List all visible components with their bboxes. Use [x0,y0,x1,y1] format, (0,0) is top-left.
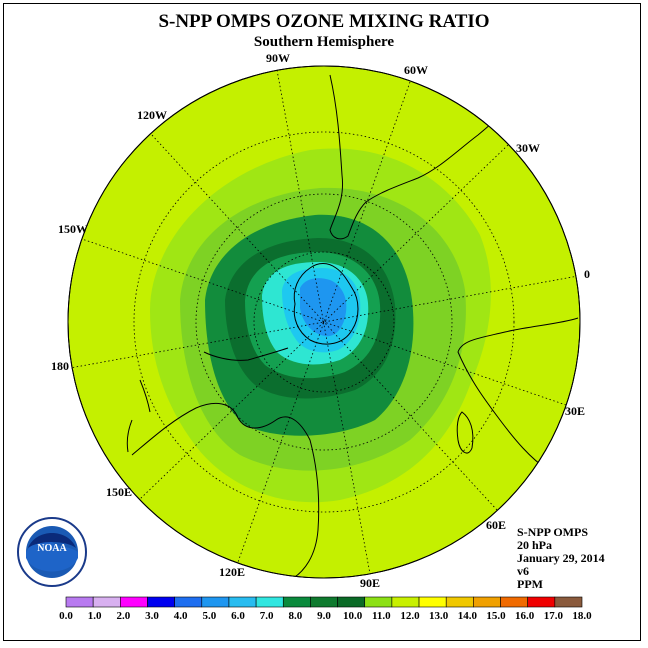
colorbar-swatch [554,596,583,608]
lon-label-150w: 150W [58,222,88,236]
info-level: 20 hPa [517,538,552,552]
lon-label-60e: 60E [486,518,506,532]
colorbar-tick-label: 10.0 [343,610,363,622]
lon-label-0: 0 [584,267,590,281]
colorbar-swatch [174,596,203,608]
colorbar-swatch [418,596,447,608]
meridian-30w-150e [139,144,509,500]
subtitle: Southern Hemisphere [254,34,394,50]
figure-frame [3,3,641,641]
lon-label-180: 180 [51,359,69,373]
colorbar-tick-label: 1.0 [88,610,102,622]
lon-label-120w: 120W [137,108,167,122]
noaa-logo: NOAA [17,517,87,587]
contour-band-4 [300,278,347,337]
meridian-60w-120e [237,81,411,563]
lon-label-120e: 120E [219,565,245,579]
title: S-NPP OMPS OZONE MIXING RATIO [158,11,489,32]
info-block: S-NPP OMPS 20 hPa January 29, 2014 v6 PP… [517,525,605,591]
colorbar-tick-label: 18.0 [572,610,592,622]
australia-coast [131,402,320,578]
colorbar-tick-label: 7.0 [260,610,274,622]
colorbar-tick-label: 11.0 [372,610,391,622]
colorbar-swatch [228,596,257,608]
lon-label-90w: 90W [266,51,290,65]
meridian-60e-120w [150,133,498,511]
colorbar-swatch [255,596,284,608]
coastlines [126,74,579,578]
info-units: PPM [517,577,543,591]
colorbar-tick-label: 17.0 [544,610,564,622]
latitude-ring-60s [195,193,453,451]
colorbar-swatch [310,596,338,608]
colorbar-swatch [500,596,528,608]
lon-label-150e: 150E [106,485,132,499]
colorbar-swatch [473,596,501,608]
noaa-logo-text: NOAA [37,543,67,554]
colorbar-tick-label: 15.0 [486,610,506,622]
longitude-labels: 90W 60W 30W 0 30E 60E 90E 120E 150E 180 … [51,51,590,590]
colorbar-tick-label: 14.0 [458,610,478,622]
latitude-ring-30s [253,251,395,393]
africa-coast [457,317,579,471]
colorbar-tick-label: 3.0 [145,610,159,622]
lon-label-30e: 30E [565,404,585,418]
info-date: January 29, 2014 [517,551,605,565]
colorbar-swatch [337,596,366,608]
map-border [67,65,581,579]
lon-label-60w: 60W [404,63,428,77]
latitude-ring-80s [133,131,515,513]
polar-map [67,65,581,579]
colorbar-tick-label: 8.0 [288,610,302,622]
south-america-coast [329,74,513,240]
colorbar-tick-label: 0.0 [59,610,73,622]
antarctica-east-coast [203,347,289,361]
colorbar-tick-label: 9.0 [317,610,331,622]
colorbar-tick-label: 4.0 [174,610,188,622]
colorbar-swatch [147,596,175,608]
info-version: v6 [517,564,529,578]
meridian-30e-150w [81,238,567,406]
madagascar-coast [456,411,474,454]
colorbar-swatch [92,596,121,608]
colorbar-tick-label: 13.0 [429,610,449,622]
info-instrument: S-NPP OMPS [517,525,588,539]
colorbar-swatch [201,596,230,608]
colorbar-tick-label: 16.0 [515,610,535,622]
colorbar-tick-label: 5.0 [202,610,216,622]
colorbar-swatch [391,596,420,608]
colorbar-tick-label: 12.0 [400,610,420,622]
lon-label-90e: 90E [360,576,380,590]
colorbar-swatch [364,596,393,608]
colorbar-swatch [120,596,148,608]
new-zealand-coast [126,379,151,453]
colorbar: 0.0 1.0 2.0 3.0 4.0 5.0 6.0 7.0 8.0 9.0 10.0 11.0 12… [59,596,592,622]
colorbar-swatch [445,596,474,608]
colorbar-swatch [282,596,311,608]
lon-label-30w: 30W [516,141,540,155]
colorbar-tick-label: 2.0 [116,610,130,622]
antarctic-peninsula-coast [293,263,359,345]
colorbar-tick-label: 6.0 [231,610,245,622]
colorbar-swatch [65,596,94,608]
colorbar-swatch [527,596,556,608]
graticule [69,69,579,575]
